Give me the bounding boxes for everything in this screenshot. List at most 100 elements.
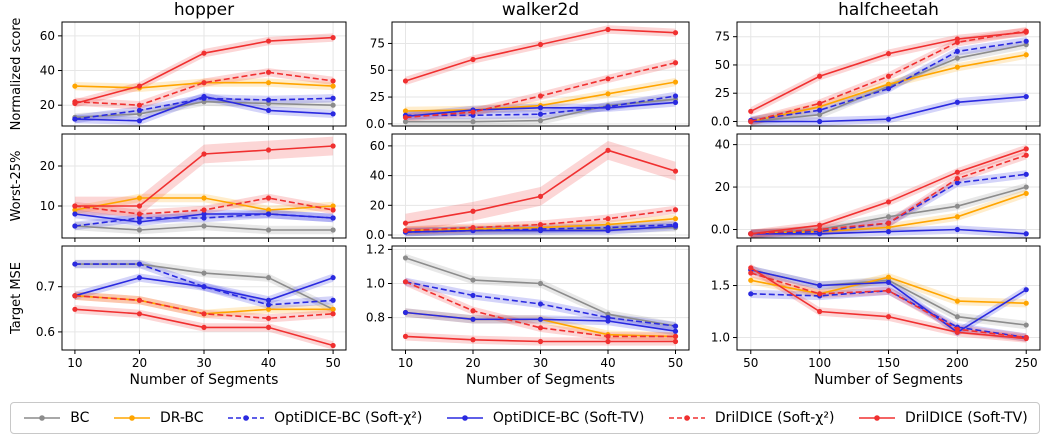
band-bc	[750, 265, 1027, 330]
x-tick-label: 40	[261, 356, 276, 370]
point-optidice-bc-soft	[1023, 38, 1029, 44]
point-drildice-soft-tv	[672, 338, 679, 345]
panel-1-2: 0.0 25 50 75 walker2d	[366, 0, 690, 131]
point-drildice-soft-tv	[72, 306, 78, 312]
point-optidice-bc-soft-tv	[1023, 287, 1029, 293]
x-axis-label: Number of Segments	[130, 372, 279, 388]
point-drildice-soft-tv	[265, 38, 272, 44]
point-optidice-bc-soft-tv	[954, 226, 960, 233]
point-optidice-bc-soft	[672, 323, 679, 329]
point-drildice-soft	[748, 118, 754, 125]
y-tick-label: 0.0	[711, 223, 730, 237]
y-tick-label: 0.0	[366, 117, 385, 131]
point-drildice-soft-tv	[1023, 29, 1029, 35]
point-drildice-soft-tv	[672, 30, 679, 36]
point-drildice-soft-tv	[537, 41, 544, 48]
point-dr-bc	[265, 207, 272, 213]
point-optidice-bc-soft-tv	[265, 107, 272, 113]
y-tick-label: 40	[40, 64, 55, 78]
band-dr-bc	[405, 77, 676, 116]
point-dr-bc	[885, 274, 892, 280]
point-drildice-soft	[672, 207, 679, 213]
x-tick-label: 150	[877, 356, 900, 370]
y-tick-label: 50	[715, 58, 730, 72]
legend-swatch-drildice-chi2	[668, 415, 705, 421]
point-drildice-soft-tv	[954, 36, 960, 42]
legend-swatch-marker	[129, 415, 135, 421]
point-optidice-bc-soft	[72, 261, 78, 267]
legend: BC DR-BC OptiDICE-BC (Soft-χ²) OptiDICE-…	[10, 402, 1040, 434]
point-drildice-soft-tv	[72, 203, 78, 209]
point-bc	[885, 214, 892, 220]
x-tick-label: 20	[465, 356, 480, 370]
point-optidice-bc-soft	[330, 95, 336, 101]
y-tick-label: 25	[370, 90, 385, 104]
x-tick-label: 50	[743, 356, 758, 370]
point-drildice-soft-tv	[748, 265, 754, 271]
point-bc	[954, 314, 960, 320]
point-drildice-soft-tv	[1023, 146, 1029, 152]
point-optidice-bc-soft	[136, 215, 143, 221]
point-bc	[1023, 184, 1029, 190]
point-optidice-bc-soft-tv	[817, 231, 823, 237]
point-optidice-bc-soft-tv	[885, 229, 892, 235]
point-optidice-bc-soft-tv	[954, 99, 960, 105]
point-drildice-soft-tv	[817, 73, 823, 79]
x-tick-label: 20	[132, 356, 147, 370]
point-optidice-bc-soft-tv	[72, 116, 78, 122]
point-optidice-bc-soft	[537, 111, 544, 117]
y-tick-label: 0.0	[366, 228, 385, 242]
y-tick-label: 1.0	[711, 331, 730, 345]
point-drildice-soft-tv	[537, 338, 544, 345]
point-drildice-soft	[402, 114, 409, 121]
point-bc	[136, 227, 143, 233]
point-drildice-soft	[748, 270, 754, 276]
point-optidice-bc-soft-tv	[201, 284, 207, 290]
y-axis-label: Normalized score	[9, 18, 24, 131]
series-line-drildice-soft	[74, 71, 334, 107]
x-tick-label: 200	[946, 356, 969, 370]
point-bc	[265, 275, 272, 281]
point-optidice-bc-soft-tv	[72, 211, 78, 217]
point-drildice-soft	[201, 311, 207, 317]
panel-1-1: 20 40 60 hopper Normalized score	[9, 0, 347, 131]
legend-swatch-marker	[39, 415, 46, 421]
point-drildice-soft	[201, 207, 207, 213]
point-dr-bc	[605, 91, 611, 97]
point-optidice-bc-soft	[885, 86, 892, 92]
point-optidice-bc-soft-tv	[605, 227, 611, 234]
y-tick-label: 0.8	[366, 311, 385, 325]
point-drildice-soft	[605, 333, 611, 339]
panel-2-3: 0.0 20 40	[711, 133, 1041, 242]
point-drildice-soft-tv	[470, 56, 476, 63]
point-drildice-soft	[402, 227, 409, 234]
y-tick-label: 1.5	[711, 279, 730, 293]
point-drildice-soft	[885, 73, 892, 79]
point-optidice-bc-soft	[72, 223, 78, 229]
point-drildice-soft	[265, 69, 272, 75]
point-dr-bc	[330, 203, 336, 209]
point-optidice-bc-soft	[136, 107, 143, 113]
point-drildice-soft	[817, 226, 823, 233]
point-bc	[265, 227, 272, 233]
point-drildice-soft	[672, 333, 679, 339]
point-drildice-soft-tv	[605, 147, 611, 153]
band-optidice-bc-soft-tv	[74, 92, 334, 125]
panel-2-2: 0.0 20 40 60	[366, 133, 690, 242]
point-drildice-soft-tv	[265, 147, 272, 153]
point-bc	[1023, 322, 1029, 328]
point-bc	[330, 102, 336, 108]
legend-swatch-optidice-tv	[446, 415, 483, 421]
point-drildice-soft-tv	[1023, 335, 1029, 342]
point-optidice-bc-soft	[265, 97, 272, 103]
legend-item-drildice-tv: DrilDICE (Soft-TV)	[857, 410, 1028, 426]
point-bc	[537, 280, 544, 287]
x-tick-label: 40	[600, 356, 615, 370]
x-tick-label: 30	[196, 356, 211, 370]
point-optidice-bc-soft	[954, 48, 960, 54]
point-drildice-soft	[672, 60, 679, 66]
point-optidice-bc-soft-tv	[265, 211, 272, 217]
band-drildice-soft-tv	[74, 136, 334, 216]
point-drildice-soft	[605, 76, 611, 82]
y-tick-label: 75	[715, 30, 730, 44]
